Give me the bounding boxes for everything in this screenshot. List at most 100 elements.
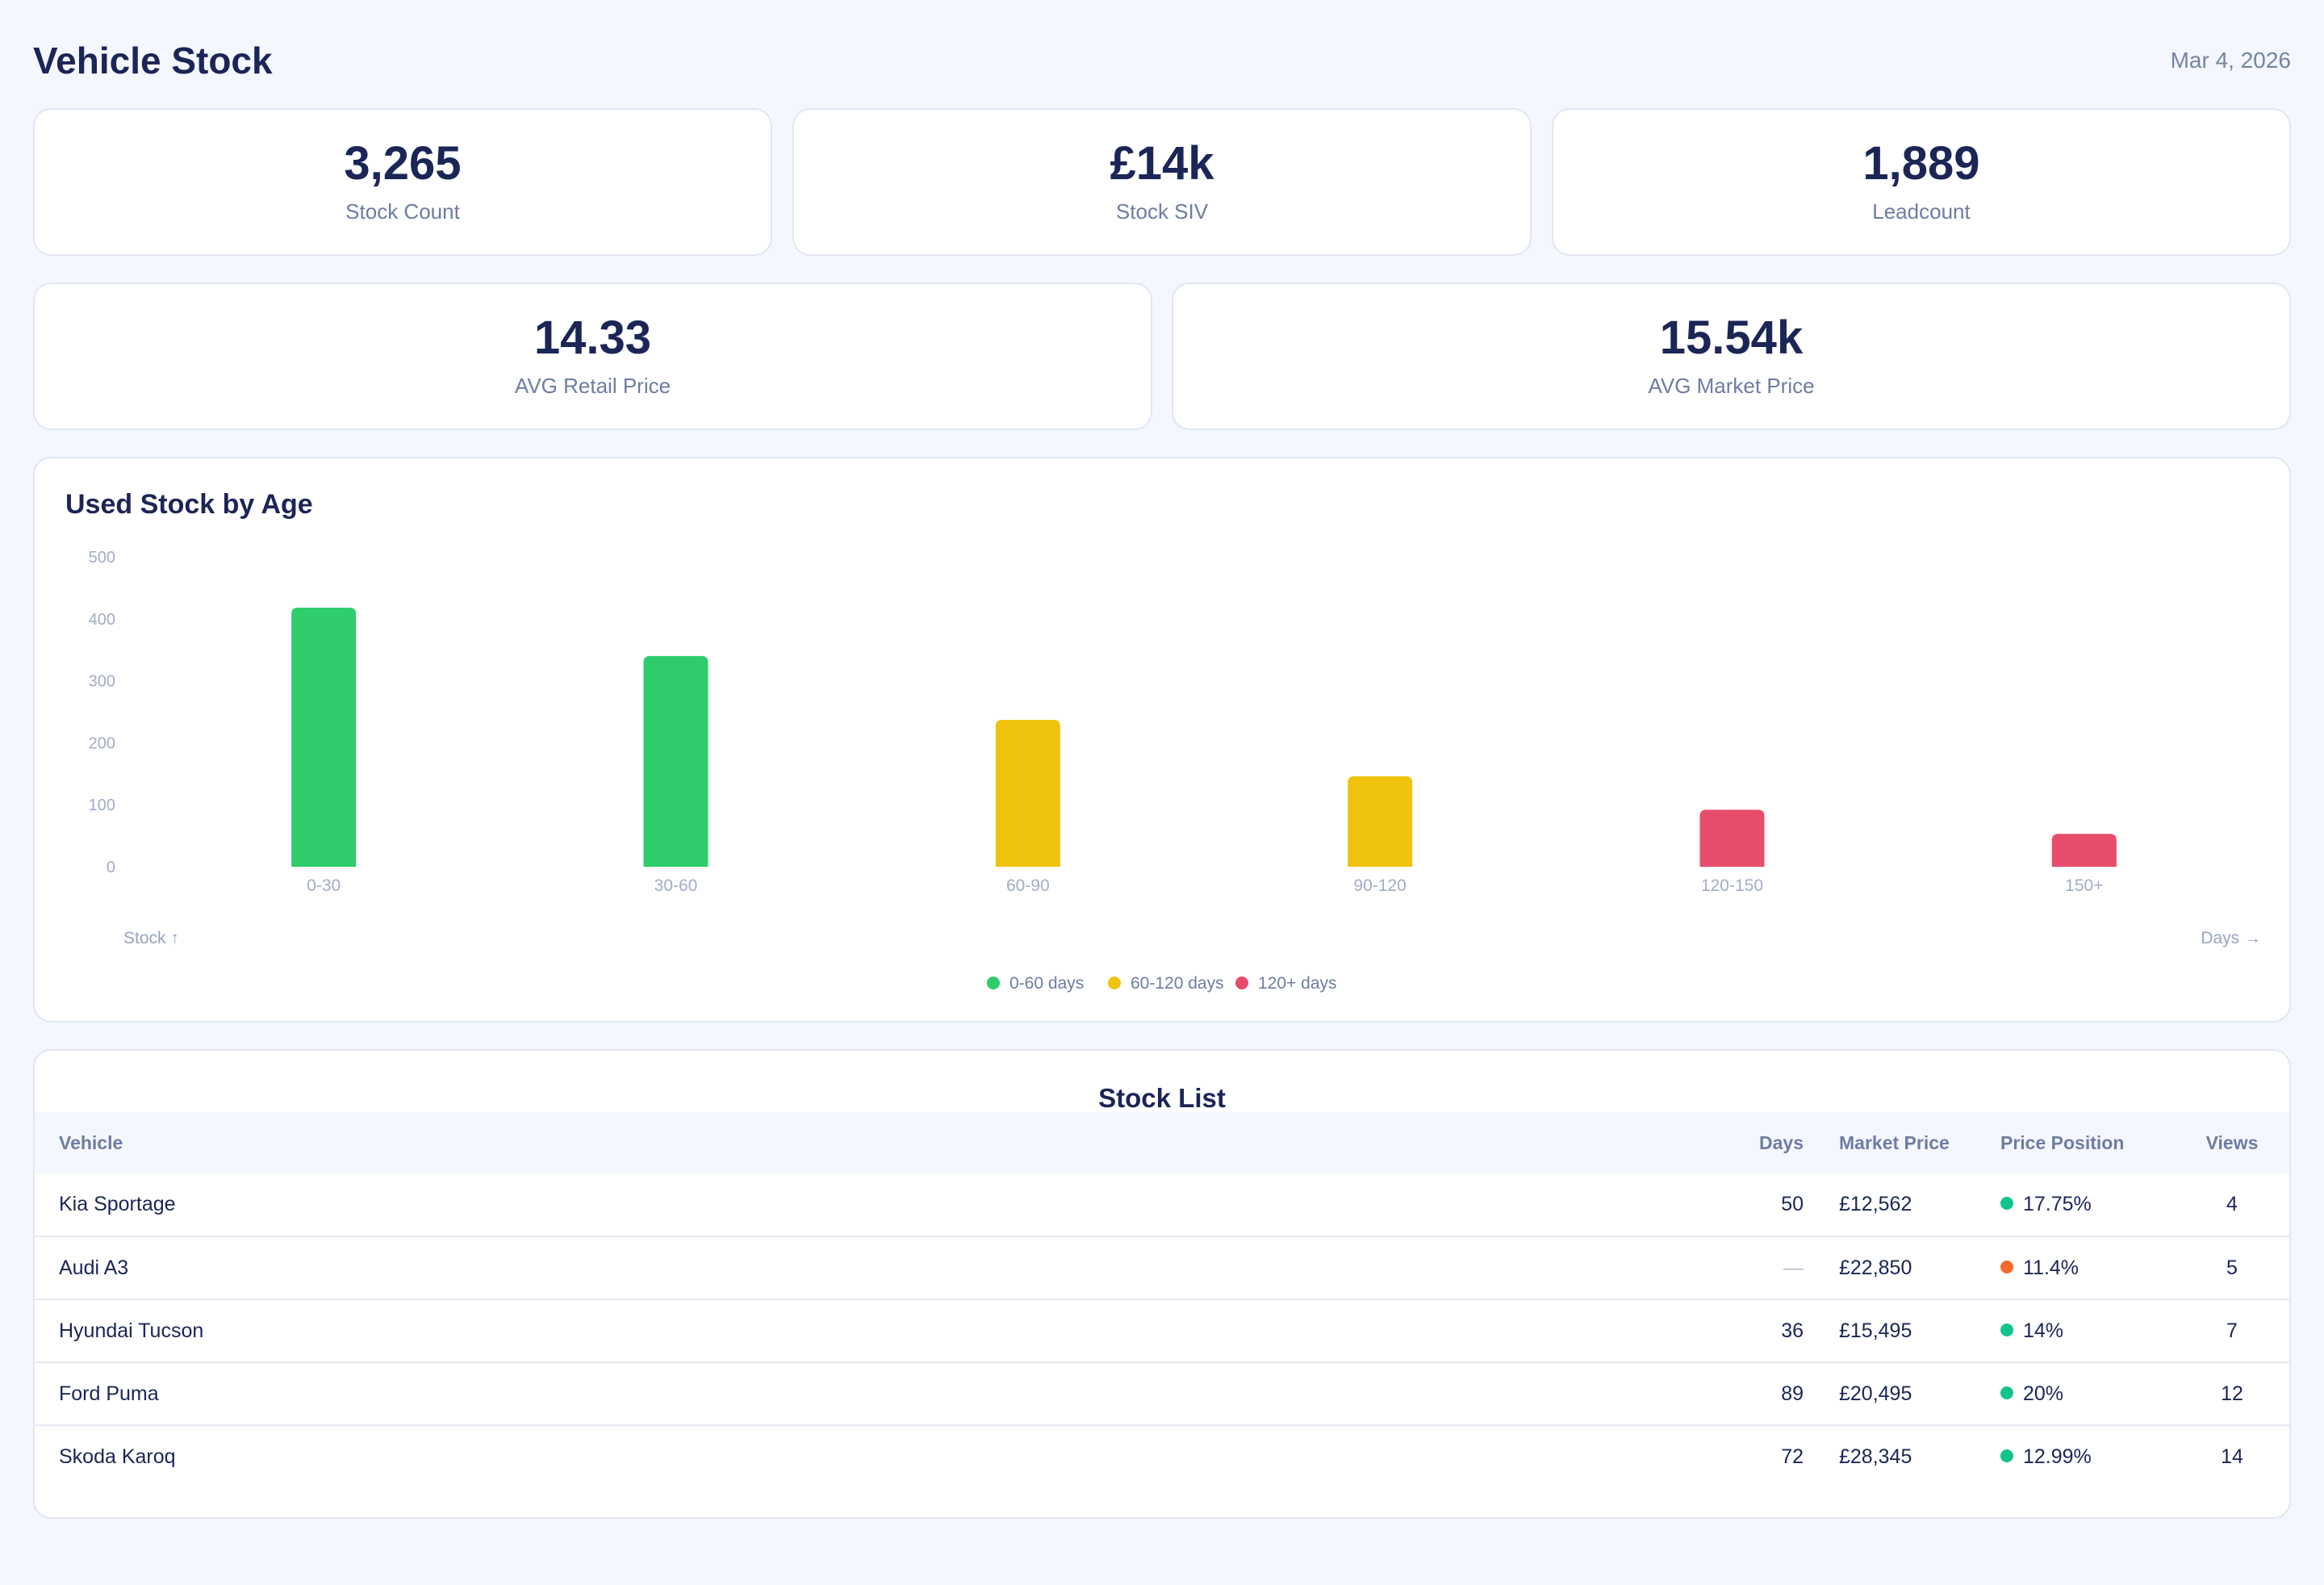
bar-150+[interactable] — [2051, 834, 2117, 867]
views-cell: 7 — [2226, 1319, 2238, 1342]
status-dot-icon — [2000, 1197, 2013, 1210]
column-header-vehicle[interactable]: Vehicle — [59, 1131, 123, 1153]
table-row[interactable]: Skoda Karoq 72 £28,345 12.99% 14 — [35, 1425, 2289, 1488]
legend-item[interactable]: 60-120 days — [1108, 974, 1224, 993]
y-tick-label: 300 — [89, 673, 115, 691]
column-header-days[interactable]: Days — [1759, 1131, 1804, 1153]
price-position-cell: 14% — [2000, 1299, 2171, 1362]
chart-title: Used Stock by Age — [65, 489, 313, 520]
bar-120-150[interactable] — [1699, 809, 1765, 867]
vehicle-cell: Skoda Karoq — [59, 1445, 176, 1468]
market-price-cell: £20,495 — [1839, 1382, 1912, 1405]
status-dot-icon — [2000, 1260, 2013, 1273]
status-dot-icon — [2000, 1449, 2013, 1462]
bar-30-60[interactable] — [643, 655, 708, 867]
x-category-label: 120-150 — [1701, 876, 1763, 895]
table-row[interactable]: Hyundai Tucson 36 £15,495 14% 7 — [35, 1299, 2289, 1362]
page-title: Vehicle Stock — [33, 40, 273, 82]
days-cell: 89 — [1723, 1362, 1804, 1425]
vehicle-cell: Audi A3 — [59, 1256, 129, 1279]
legend-dot-icon — [987, 977, 1000, 989]
market-price-cell: £28,345 — [1839, 1445, 1912, 1468]
legend-label: 120+ days — [1258, 974, 1337, 993]
kpi-label: Leadcount — [1872, 199, 1971, 224]
kpi-label: Stock SIV — [1115, 199, 1209, 224]
legend-label: 60-120 days — [1131, 974, 1224, 993]
column-gap — [1804, 1299, 1839, 1362]
stock-age-chart-card: Used Stock by Age 0 100 200 300 400 500 0-30 3… — [33, 457, 2291, 1023]
y-tick-label: 200 — [89, 734, 115, 752]
price-position-value: 14% — [2023, 1319, 2064, 1342]
table-row[interactable]: Kia Sportage 50 £12,562 17.75% 4 — [35, 1173, 2289, 1236]
kpi-card-avg-market-price: 15.54k AVG Market Price — [1172, 282, 2291, 430]
table-row[interactable]: Audi A3 — £22,850 11.4% 5 — [35, 1236, 2289, 1299]
vehicle-cell: Hyundai Tucson — [59, 1319, 204, 1342]
column-header-views[interactable]: Views — [2205, 1131, 2259, 1153]
page-header: Vehicle Stock Mar 4, 2026 — [33, 32, 2291, 89]
vehicle-cell: Ford Puma — [59, 1382, 159, 1405]
bar-60-90[interactable] — [995, 719, 1060, 867]
x-category-label: 30-60 — [654, 876, 698, 895]
days-value: 50 — [1781, 1193, 1804, 1215]
column-gap — [1804, 1112, 1839, 1173]
views-cell: 12 — [2221, 1382, 2243, 1405]
legend-item[interactable]: 0-60 days — [987, 974, 1084, 993]
column-header-market-price[interactable]: Market Price — [1839, 1131, 1950, 1153]
kpi-card-stock-count: 3,265 Stock Count — [33, 108, 772, 256]
y-axis-label: Stock ↑ — [123, 929, 179, 947]
price-position-value: 12.99% — [2023, 1445, 2092, 1468]
kpi-card-leadcount: 1,889 Leadcount — [1552, 108, 2291, 256]
days-cell: — — [1723, 1236, 1804, 1299]
kpi-label: AVG Retail Price — [514, 374, 671, 399]
y-tick-label: 400 — [89, 611, 115, 629]
market-price-cell: £12,562 — [1839, 1193, 1912, 1215]
views-cell: 5 — [2226, 1256, 2238, 1279]
price-position-value: 20% — [2023, 1382, 2064, 1405]
status-dot-icon — [2000, 1386, 2013, 1399]
y-tick-label: 100 — [89, 797, 115, 814]
kpi-value: £14k — [1110, 136, 1214, 190]
price-position-cell: 11.4% — [2000, 1236, 2171, 1299]
x-axis-label: Days → — [2201, 929, 2261, 947]
column-gap — [1804, 1236, 1839, 1299]
days-value: — — [1783, 1256, 1804, 1279]
kpi-label: Stock Count — [345, 199, 460, 224]
kpi-card-stock-siv: £14k Stock SIV — [792, 108, 1532, 256]
x-category-label: 60-90 — [1006, 876, 1050, 895]
kpi-value: 3,265 — [344, 136, 462, 190]
stock-age-bar-chart: 0 100 200 300 400 500 0-30 30-60 60-90 90-120 120… — [89, 549, 2261, 993]
views-cell: 14 — [2221, 1445, 2243, 1468]
table-row[interactable]: Ford Puma 89 £20,495 20% 12 — [35, 1362, 2289, 1425]
x-category-label: 0-30 — [307, 876, 341, 895]
x-category-label: 90-120 — [1353, 876, 1406, 895]
y-tick-label: 500 — [89, 549, 115, 567]
bar-90-120[interactable] — [1348, 776, 1413, 867]
legend-dot-icon — [1235, 977, 1248, 989]
kpi-value: 15.54k — [1659, 311, 1804, 364]
bar-0-30[interactable] — [291, 607, 357, 867]
market-price-cell: £15,495 — [1839, 1319, 1912, 1342]
page-date: Mar 4, 2026 — [2170, 48, 2291, 73]
x-category-label: 150+ — [2065, 876, 2103, 895]
stock-list-card: Stock List Vehicle Days Market Price Pri… — [33, 1049, 2291, 1519]
kpi-value: 1,889 — [1862, 136, 1980, 190]
days-value: 36 — [1781, 1319, 1804, 1342]
legend-item[interactable]: 120+ days — [1235, 974, 1337, 993]
status-dot-icon — [2000, 1323, 2013, 1336]
column-gap — [1804, 1173, 1839, 1236]
kpi-card-avg-retail-price: 14.33 AVG Retail Price — [33, 282, 1152, 430]
days-cell: 50 — [1723, 1173, 1804, 1236]
kpi-label: AVG Market Price — [1648, 374, 1815, 399]
table-header-row: Vehicle Days Market Price Price Position… — [35, 1112, 2289, 1173]
market-price-cell: £22,850 — [1839, 1256, 1912, 1279]
days-value: 89 — [1781, 1382, 1804, 1405]
price-position-value: 11.4% — [2023, 1256, 2079, 1279]
days-cell: 36 — [1723, 1299, 1804, 1362]
column-gap — [1804, 1362, 1839, 1425]
days-cell: 72 — [1723, 1425, 1804, 1488]
legend-dot-icon — [1108, 977, 1121, 989]
price-position-cell: 17.75% — [2000, 1173, 2171, 1236]
column-gap — [1804, 1425, 1839, 1488]
column-header-price-position[interactable]: Price Position — [2000, 1131, 2125, 1153]
stock-table: Vehicle Days Market Price Price Position… — [35, 1112, 2289, 1488]
